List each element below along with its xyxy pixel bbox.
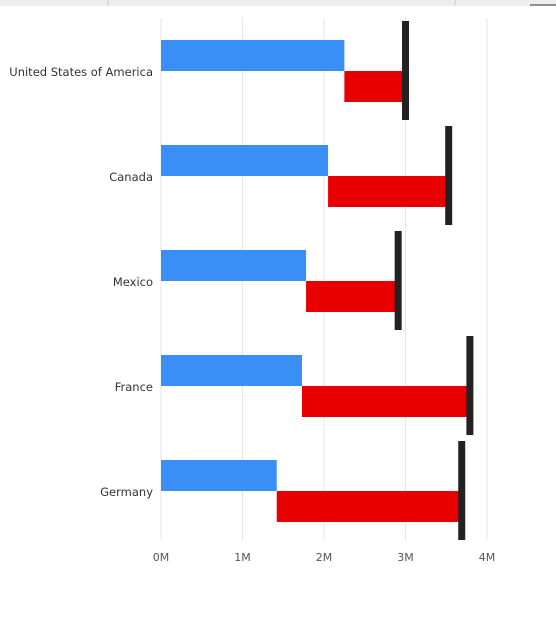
category-label: United States of America xyxy=(9,65,153,79)
x-tick-label: 4M xyxy=(479,551,496,564)
gap-bar xyxy=(301,386,470,417)
actual-bar xyxy=(161,145,329,176)
gap-bar xyxy=(276,491,462,522)
gap-bar xyxy=(344,71,406,102)
x-tick-label: 0M xyxy=(153,551,170,564)
category-label: Canada xyxy=(109,170,153,184)
target-marker xyxy=(458,441,466,540)
x-tick-label: 1M xyxy=(234,551,251,564)
target-marker xyxy=(445,126,453,225)
actual-bar xyxy=(161,355,302,386)
target-marker xyxy=(402,21,409,120)
actual-bar xyxy=(161,40,345,71)
actual-bar xyxy=(161,250,307,281)
header-strip xyxy=(0,0,556,6)
category-label: Germany xyxy=(100,485,153,499)
gap-bar xyxy=(306,281,399,312)
x-tick-label: 3M xyxy=(397,551,414,564)
x-tick-label: 2M xyxy=(316,551,333,564)
actual-bar xyxy=(161,460,277,491)
category-label: Mexico xyxy=(113,275,153,289)
target-marker xyxy=(394,231,402,330)
category-label: France xyxy=(115,380,153,394)
target-marker xyxy=(466,336,474,435)
gap-bar xyxy=(328,176,449,207)
